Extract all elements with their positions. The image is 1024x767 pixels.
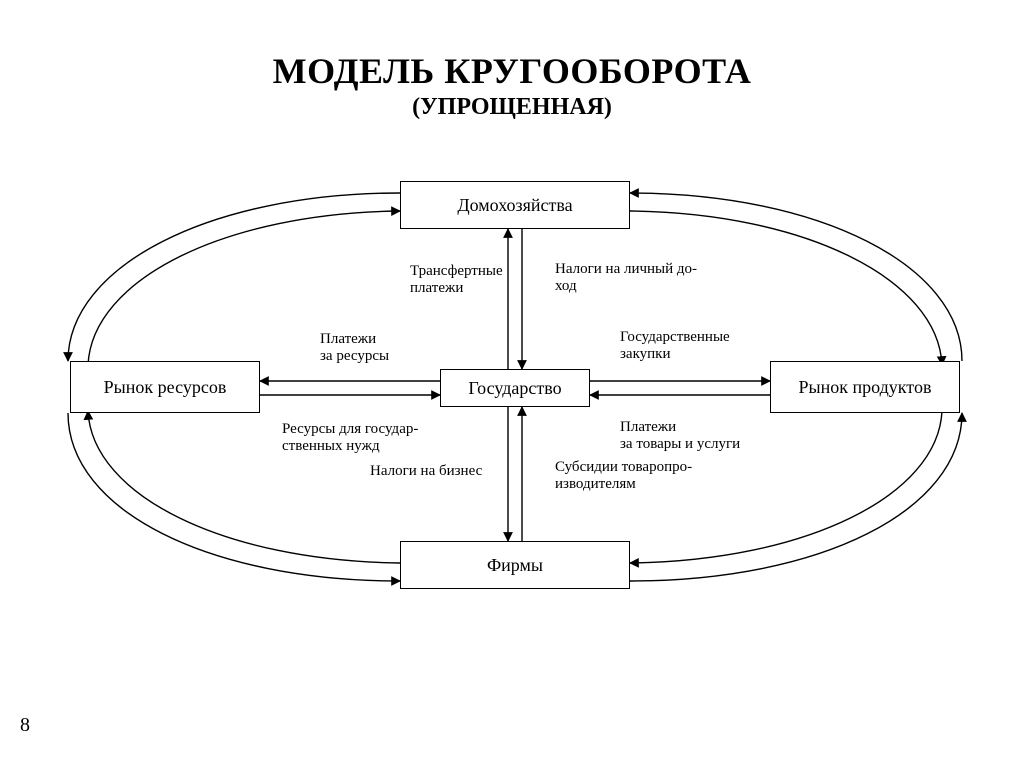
circular-flow-diagram: Домохозяйства Государство Фирмы Рынок ре… xyxy=(0,151,1024,671)
node-label: Фирмы xyxy=(487,555,543,576)
node-label: Рынок ресурсов xyxy=(104,377,227,398)
node-product-market: Рынок продуктов xyxy=(770,361,960,413)
node-households: Домохозяйства xyxy=(400,181,630,229)
node-resource-market: Рынок ресурсов xyxy=(70,361,260,413)
node-label: Государство xyxy=(468,378,561,399)
label-income-taxes: Налоги на личный до- ход xyxy=(555,261,697,296)
page-subtitle: (УПРОЩЕННАЯ) xyxy=(0,94,1024,121)
label-transfer-payments: Трансфертные платежи xyxy=(410,263,503,298)
node-label: Рынок продуктов xyxy=(799,377,932,398)
label-goods-payments: Платежи за товары и услуги xyxy=(620,419,740,454)
node-government: Государство xyxy=(440,369,590,407)
page-title: МОДЕЛЬ КРУГООБОРОТА xyxy=(0,50,1024,92)
page-number: 8 xyxy=(20,714,30,737)
node-label: Домохозяйства xyxy=(457,195,572,216)
label-gov-purchases: Государственные закупки xyxy=(620,329,730,364)
label-gov-resources: Ресурсы для государ- ственных нужд xyxy=(282,421,418,456)
label-business-taxes: Налоги на бизнес xyxy=(370,463,482,480)
node-firms: Фирмы xyxy=(400,541,630,589)
label-resource-payments: Платежи за ресурсы xyxy=(320,331,389,366)
label-subsidies: Субсидии товаропро- изводителям xyxy=(555,459,692,494)
